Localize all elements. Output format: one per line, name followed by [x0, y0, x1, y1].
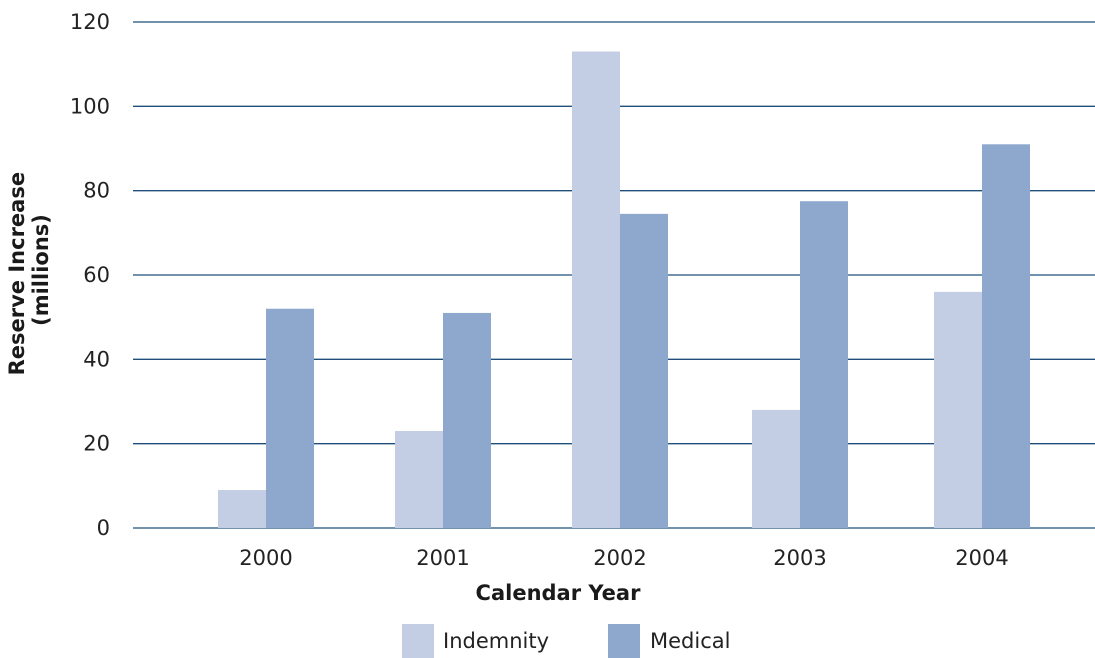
x-axis-title: Calendar Year [476, 581, 642, 605]
legend-swatch-medical [608, 624, 640, 658]
legend-label-medical: Medical [650, 629, 730, 653]
bars [218, 51, 1030, 529]
y-tick-label-40: 40 [83, 347, 110, 371]
x-tick-label-2002: 2002 [593, 546, 646, 570]
legend: Indemnity Medical [402, 624, 730, 658]
x-tick-label-2004: 2004 [955, 546, 1008, 570]
bar-indemnity-2003 [752, 409, 800, 528]
legend-swatch-indemnity [402, 624, 434, 658]
bar-indemnity-2004 [934, 291, 982, 528]
y-axis-title-line-1: Reserve Increase [5, 172, 29, 375]
x-axis-ticks: 2000 2001 2002 2003 2004 [239, 546, 1008, 570]
bar-medical-2001 [443, 312, 491, 528]
bar-indemnity-2001 [395, 431, 443, 528]
y-axis-ticks: 0 20 40 60 80 100 120 [70, 10, 110, 540]
y-tick-label-20: 20 [83, 432, 110, 456]
legend-label-indemnity: Indemnity [443, 629, 549, 653]
bar-indemnity-2000 [218, 490, 266, 528]
bar-indemnity-2002 [572, 51, 620, 529]
y-tick-label-60: 60 [83, 263, 110, 287]
y-axis-title: Reserve Increase (millions) [5, 165, 53, 376]
x-tick-label-2000: 2000 [239, 546, 292, 570]
bar-medical-2003 [800, 201, 848, 529]
y-tick-label-0: 0 [97, 516, 110, 540]
bar-medical-2002 [620, 213, 668, 528]
y-tick-label-80: 80 [83, 179, 110, 203]
y-axis-title-line-2: (millions) [29, 214, 53, 326]
bar-medical-2004 [982, 144, 1030, 529]
y-tick-label-100: 100 [70, 94, 110, 118]
x-tick-label-2003: 2003 [773, 546, 826, 570]
x-tick-label-2001: 2001 [416, 546, 469, 570]
y-tick-label-120: 120 [70, 10, 110, 34]
bar-medical-2000 [266, 308, 314, 528]
